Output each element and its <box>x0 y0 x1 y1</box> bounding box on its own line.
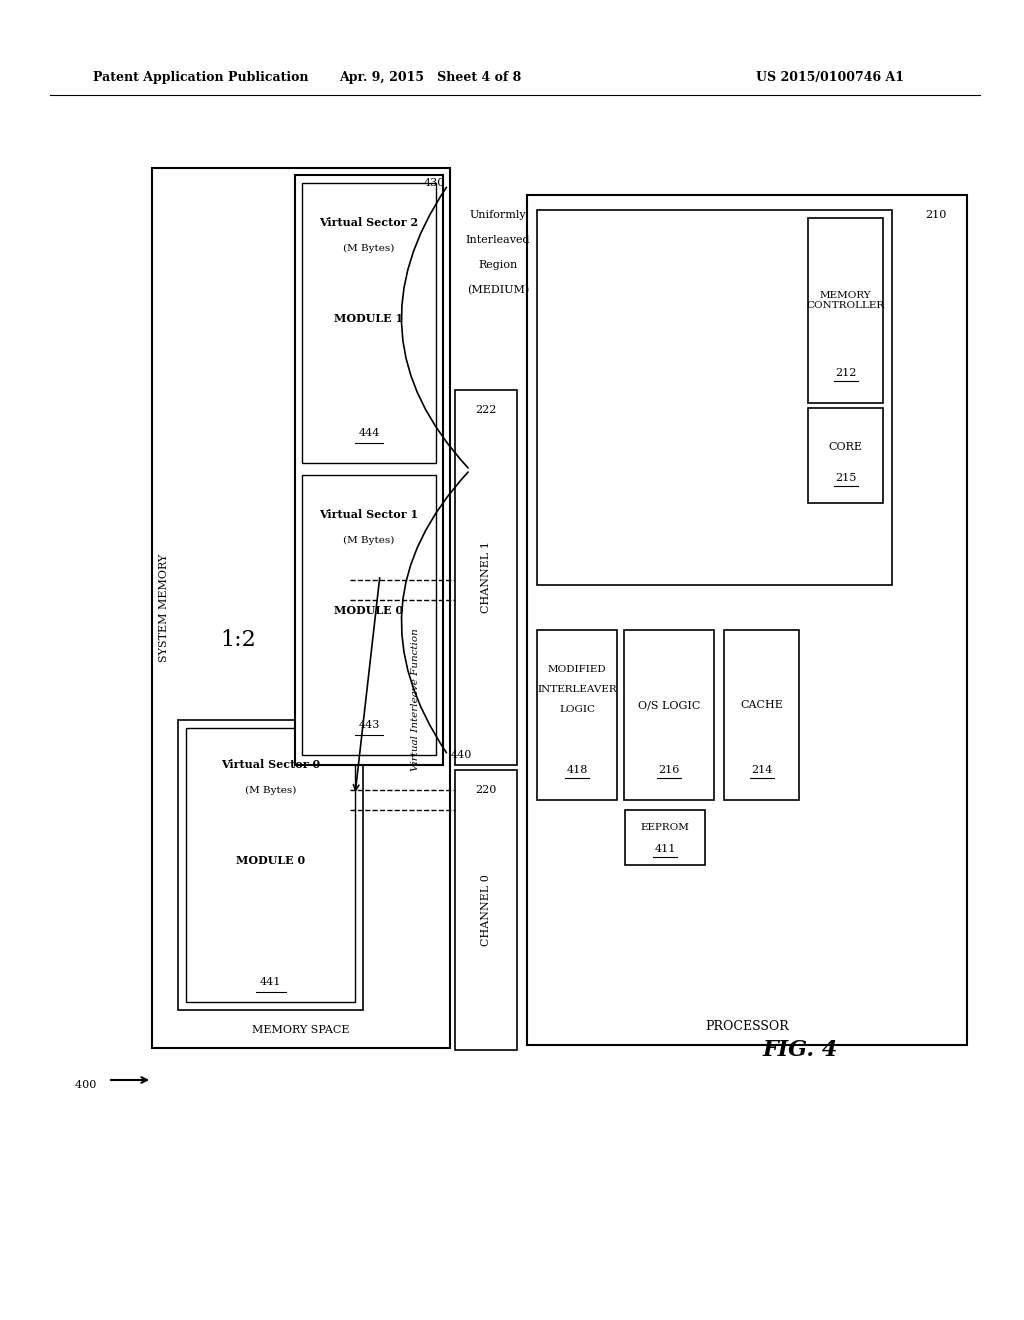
Text: Interleaved: Interleaved <box>466 235 530 246</box>
Text: O/S LOGIC: O/S LOGIC <box>638 700 700 710</box>
Text: Apr. 9, 2015   Sheet 4 of 8: Apr. 9, 2015 Sheet 4 of 8 <box>339 71 521 84</box>
Bar <box>808 408 883 503</box>
Text: Patent Application Publication: Patent Application Publication <box>93 71 308 84</box>
Text: Virtual Sector 1: Virtual Sector 1 <box>319 510 419 520</box>
Text: (M Bytes): (M Bytes) <box>343 536 394 545</box>
Text: CORE: CORE <box>828 442 862 453</box>
Text: 430: 430 <box>424 178 445 187</box>
Bar <box>295 176 443 766</box>
Bar <box>152 168 450 1048</box>
Text: SYSTEM MEMORY: SYSTEM MEMORY <box>159 554 169 663</box>
Text: PROCESSOR: PROCESSOR <box>706 1020 788 1034</box>
Text: 212: 212 <box>835 368 856 378</box>
Bar <box>455 770 517 1049</box>
Text: EEPROM: EEPROM <box>641 824 689 833</box>
Bar <box>724 630 799 800</box>
Text: 214: 214 <box>751 766 772 775</box>
Text: 216: 216 <box>658 766 680 775</box>
Text: CHANNEL 1: CHANNEL 1 <box>481 541 490 614</box>
Bar <box>186 729 355 1002</box>
Text: 220: 220 <box>475 785 497 795</box>
Text: 411: 411 <box>654 843 676 854</box>
Text: Virtual Interleave Function: Virtual Interleave Function <box>411 628 420 771</box>
Bar <box>624 630 714 800</box>
Text: MEMORY
CONTROLLER: MEMORY CONTROLLER <box>807 290 885 310</box>
Text: 1:2: 1:2 <box>220 630 256 651</box>
Text: Uniformly: Uniformly <box>470 210 526 220</box>
Text: CACHE: CACHE <box>740 700 783 710</box>
Text: MODULE 0: MODULE 0 <box>335 605 403 615</box>
Text: LOGIC: LOGIC <box>559 705 595 714</box>
Bar <box>178 719 362 1010</box>
Text: MEMORY SPACE: MEMORY SPACE <box>252 1026 350 1035</box>
Bar <box>455 389 517 766</box>
Text: (MEDIUM): (MEDIUM) <box>467 285 529 296</box>
Text: US 2015/0100746 A1: US 2015/0100746 A1 <box>756 71 904 84</box>
Bar <box>302 183 436 463</box>
Text: 441: 441 <box>260 977 282 987</box>
Text: Virtual Sector 2: Virtual Sector 2 <box>319 218 419 228</box>
Bar <box>808 218 883 403</box>
Text: Region: Region <box>478 260 517 271</box>
Bar <box>537 630 617 800</box>
Text: 444: 444 <box>358 428 380 438</box>
Text: 440: 440 <box>451 750 472 760</box>
Text: Virtual Sector 0: Virtual Sector 0 <box>221 759 321 771</box>
Bar <box>527 195 967 1045</box>
Bar <box>302 475 436 755</box>
Text: MODIFIED: MODIFIED <box>548 665 606 675</box>
Text: INTERLEAVER: INTERLEAVER <box>538 685 616 694</box>
Text: FIG. 4: FIG. 4 <box>762 1039 838 1061</box>
Text: (M Bytes): (M Bytes) <box>245 785 296 795</box>
Text: CHANNEL 0: CHANNEL 0 <box>481 874 490 946</box>
Text: 222: 222 <box>475 405 497 414</box>
Text: 400: 400 <box>75 1080 100 1090</box>
Text: 210: 210 <box>926 210 947 220</box>
Text: 418: 418 <box>566 766 588 775</box>
Bar <box>625 810 705 865</box>
Text: MODULE 0: MODULE 0 <box>236 854 305 866</box>
Bar <box>537 210 892 585</box>
Text: 215: 215 <box>835 473 856 483</box>
Text: MODULE 1: MODULE 1 <box>335 313 403 323</box>
Text: 443: 443 <box>358 719 380 730</box>
Text: (M Bytes): (M Bytes) <box>343 243 394 252</box>
